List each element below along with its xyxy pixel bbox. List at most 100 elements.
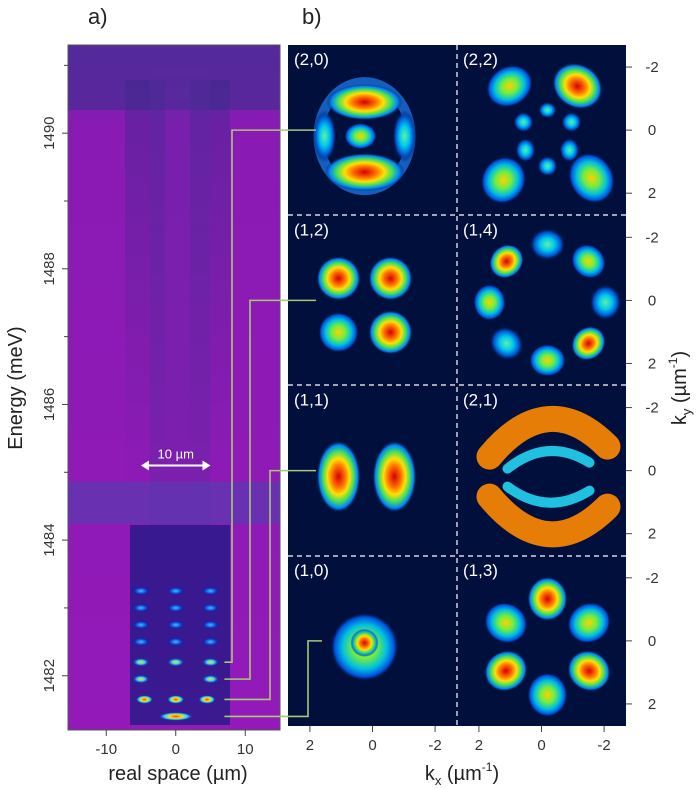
mode-patterns: (2,0) (2,2) (1,2) (1,4) (1,1) (2,1) (1,0) (1,3) bbox=[294, 50, 622, 717]
intensity-arc bbox=[476, 405, 621, 470]
emission-spot bbox=[198, 694, 217, 704]
intensity-lobe bbox=[318, 312, 359, 353]
ky-tick-label: 2 bbox=[648, 185, 656, 202]
emission-spot bbox=[201, 603, 220, 613]
connector-20 bbox=[224, 129, 316, 663]
intensity-lobe bbox=[527, 672, 568, 717]
ky-tick-label: 0 bbox=[648, 292, 656, 309]
intensity-lobe bbox=[561, 112, 582, 133]
ky-tick-label: -2 bbox=[645, 570, 658, 587]
kx-tick-label: -2 bbox=[428, 737, 441, 754]
intensity-lobe bbox=[568, 153, 615, 204]
scale-bar: 10 µm bbox=[140, 446, 211, 471]
dark-column-right bbox=[190, 80, 230, 500]
energy-tick-label: 1484 bbox=[41, 523, 58, 556]
mode-cell-22: (2,2) bbox=[463, 50, 615, 204]
ky-tick-label: -2 bbox=[645, 59, 658, 76]
energy-tick-label: 1482 bbox=[41, 659, 58, 692]
real-space-frame bbox=[67, 44, 281, 731]
mode-label-21: (2,1) bbox=[463, 391, 498, 410]
ky-tick-label: 0 bbox=[648, 122, 656, 139]
panel-b-label: b) bbox=[302, 4, 322, 29]
ky-axis: -2 0 2 -2 0 2 -2 0 2 -2 0 2 bbox=[626, 59, 659, 713]
energy-tick-label: 1486 bbox=[41, 388, 58, 421]
ky-tick-label: -2 bbox=[645, 400, 658, 417]
upper-dark-band bbox=[68, 45, 280, 110]
energy-tick-label: 1490 bbox=[41, 116, 58, 149]
intensity-lobe bbox=[372, 440, 417, 513]
intensity-lobe bbox=[515, 138, 536, 163]
mode-cell-11: (1,1) bbox=[294, 391, 417, 513]
mode-label-13: (1,3) bbox=[463, 561, 498, 580]
intensity-lobe bbox=[538, 102, 557, 119]
real-space-spectrum-panel: 10 µm bbox=[68, 45, 280, 730]
intensity-arc bbox=[502, 481, 595, 508]
mode-cell-14: (1,4) bbox=[463, 220, 622, 377]
connector-11 bbox=[224, 469, 316, 701]
intensity-lobe bbox=[527, 576, 568, 621]
scale-bar-label: 10 µm bbox=[158, 446, 194, 461]
emission-spot bbox=[131, 637, 150, 647]
intensity-lobe bbox=[316, 256, 361, 301]
intensity-lobe bbox=[484, 602, 528, 644]
emission-spot bbox=[131, 657, 150, 667]
emission-spot bbox=[201, 657, 220, 667]
ky-tick-label: 2 bbox=[648, 696, 656, 713]
kx-tick-label: -2 bbox=[597, 737, 610, 754]
emission-spot bbox=[131, 603, 150, 613]
kx-tick-label: 0 bbox=[368, 737, 376, 754]
mode-cell-20: (2,0) bbox=[294, 50, 417, 196]
intensity-lobe bbox=[571, 244, 606, 279]
intensity-lobe bbox=[350, 628, 379, 657]
intensity-lobe bbox=[489, 244, 524, 279]
center-column bbox=[150, 70, 210, 530]
intensity-lobe bbox=[324, 153, 405, 192]
intensity-lobe bbox=[344, 123, 377, 150]
intensity-arc bbox=[476, 483, 621, 548]
mode-label-20: (2,0) bbox=[294, 50, 329, 69]
intensity-lobe bbox=[368, 310, 413, 355]
connector-12 bbox=[224, 299, 316, 680]
intensity-lobe bbox=[480, 156, 527, 204]
panel-a-label: a) bbox=[88, 4, 108, 29]
emission-spot bbox=[131, 674, 150, 684]
mode-connectors bbox=[224, 129, 322, 718]
emission-spot bbox=[166, 620, 185, 630]
real-space-tick-label: 10 bbox=[237, 741, 254, 758]
real-space-axis-title: real space (µm) bbox=[108, 763, 247, 785]
intensity-lobe bbox=[571, 326, 606, 361]
intensity-lobe bbox=[368, 256, 413, 301]
dark-column-left bbox=[125, 80, 165, 500]
mode-label-10: (1,0) bbox=[294, 561, 329, 580]
emission-spot bbox=[201, 637, 220, 647]
mode-label-14: (1,4) bbox=[463, 220, 498, 239]
intensity-lobe bbox=[559, 138, 580, 163]
real-space-tick-label: -10 bbox=[95, 741, 117, 758]
mode-cell-12: (1,2) bbox=[294, 220, 413, 355]
ky-tick-label: 2 bbox=[648, 355, 656, 372]
emission-spot bbox=[131, 620, 150, 630]
intensity-lobe bbox=[316, 440, 361, 513]
intensity-lobe bbox=[567, 602, 611, 644]
kx-tick-label: 0 bbox=[537, 737, 545, 754]
intensity-arc bbox=[502, 446, 595, 474]
kx-axis-title: kx (µm-1) bbox=[425, 760, 499, 788]
connector-10 bbox=[224, 640, 322, 718]
kx-tick-label: 2 bbox=[306, 737, 314, 754]
mode-label-11: (1,1) bbox=[294, 391, 329, 410]
emission-spot bbox=[166, 603, 185, 613]
intensity-lobe bbox=[567, 650, 611, 692]
emission-spot bbox=[166, 586, 185, 596]
energy-tick-label: 1488 bbox=[41, 252, 58, 285]
emission-lines bbox=[131, 586, 220, 721]
emission-spot bbox=[166, 637, 185, 647]
real-space-axis: -10 0 10 bbox=[95, 730, 254, 758]
energy-axis-title: Energy (meV) bbox=[5, 326, 27, 449]
intensity-lobe bbox=[489, 326, 524, 361]
mode-label-22: (2,2) bbox=[463, 50, 498, 69]
momentum-space-panel: (2,0) (2,2) (1,2) (1,4) (1,1) (2,1) (1,0) (1,3) bbox=[288, 45, 626, 726]
mode-cell-21: (2,1) bbox=[463, 391, 621, 548]
emission-spot bbox=[201, 674, 220, 684]
background-band bbox=[68, 481, 280, 524]
